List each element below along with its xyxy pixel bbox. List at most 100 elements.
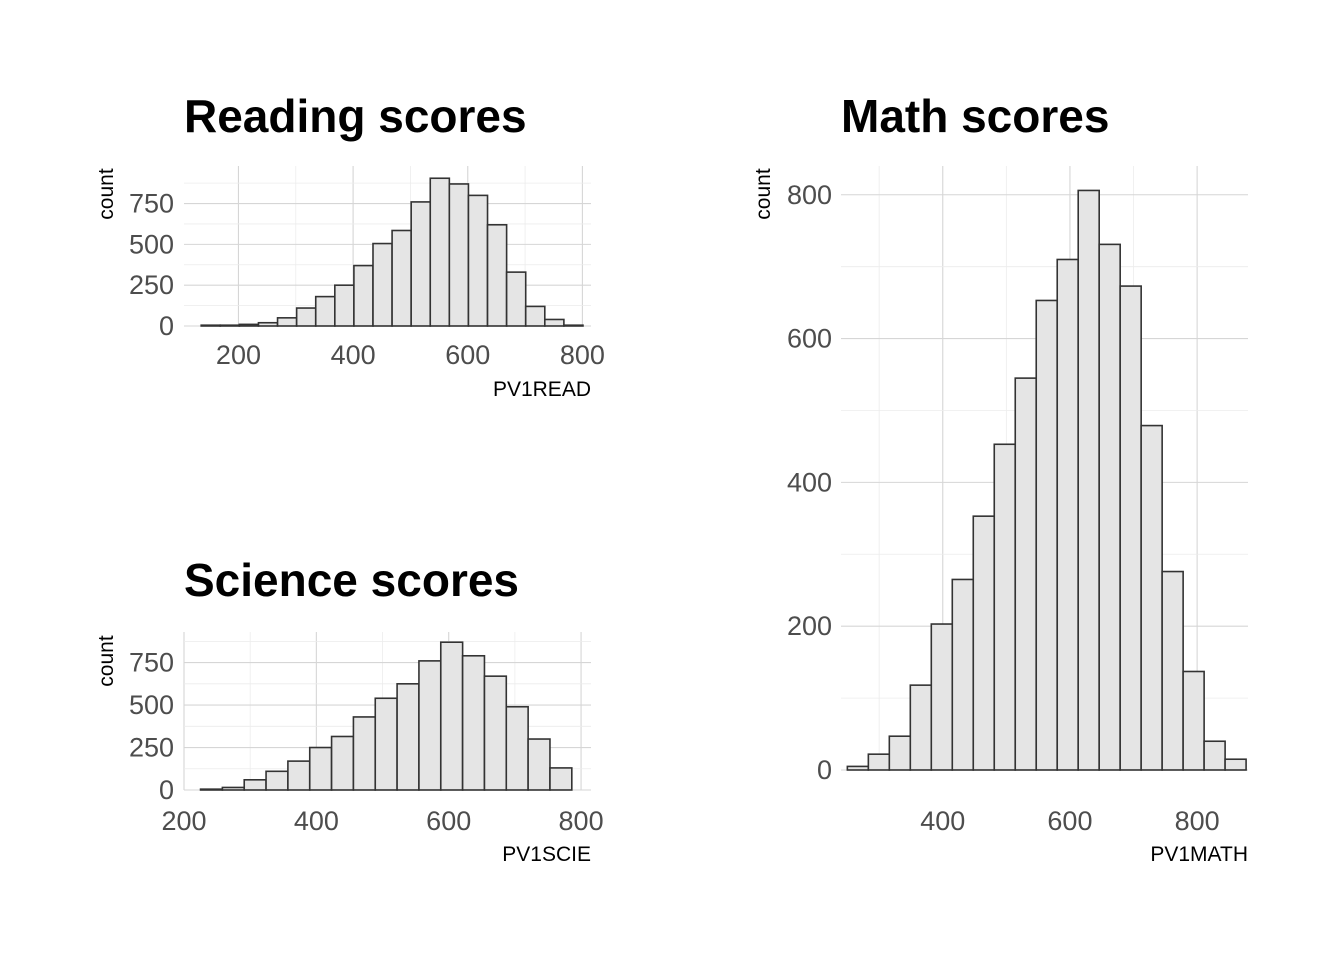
histogram-bar [200, 324, 222, 327]
y-tick-label: 400 [787, 467, 832, 497]
y-tick-label: 750 [129, 648, 174, 678]
y-tick-label: 0 [817, 755, 832, 785]
histogram-bar [439, 641, 464, 791]
histogram-bar [334, 284, 355, 327]
y-tick-label: 250 [129, 733, 174, 763]
y-tick-label: 800 [787, 180, 832, 210]
histogram-bar [257, 321, 279, 327]
histogram-bar [909, 684, 933, 771]
y-tick-label: 250 [129, 270, 174, 300]
histogram-bar [238, 323, 260, 327]
y-tick-label: 0 [159, 775, 174, 805]
histogram-bar [1119, 285, 1142, 771]
reading-panel: Reading scores 200 400 600 800 0 250 500 750 P… [95, 90, 605, 401]
histogram-bar [276, 317, 298, 327]
x-tick-label: 200 [216, 340, 261, 370]
y-tick-label: 500 [129, 229, 174, 259]
histogram-bar [951, 578, 975, 771]
x-tick-label: 600 [445, 340, 490, 370]
x-tick-label: 400 [920, 806, 965, 836]
histogram-bar [549, 767, 573, 791]
histogram-bar [461, 654, 486, 791]
histogram-bar [391, 229, 412, 327]
histogram-bar [483, 675, 508, 791]
histogram-bar [486, 223, 508, 327]
histogram-bar [1014, 377, 1038, 771]
histogram-bar [1140, 424, 1163, 771]
reading-x-ticks: 200 400 600 800 [216, 340, 605, 370]
histogram-bar [846, 765, 870, 771]
science-title: Science scores [184, 554, 519, 606]
science-y-axis-label: count [95, 635, 118, 687]
x-tick-label: 800 [559, 806, 604, 836]
math-y-axis-label: count [752, 168, 775, 220]
math-x-ticks: 400 600 800 [920, 806, 1219, 836]
x-tick-label: 200 [161, 806, 206, 836]
histogram-bar [410, 201, 432, 327]
histogram-bar [543, 318, 565, 327]
histogram-bar [505, 705, 529, 791]
science-x-axis-label: PV1SCIE [502, 843, 591, 866]
x-tick-label: 600 [426, 806, 471, 836]
histogram-bar [374, 697, 398, 791]
histogram-bar [199, 788, 224, 791]
histogram-bar [1224, 758, 1247, 771]
histogram-bar [418, 660, 442, 791]
histogram-bar [930, 623, 954, 771]
y-tick-label: 750 [129, 189, 174, 219]
histogram-bar [1161, 570, 1184, 771]
histogram-bar [295, 307, 317, 327]
histogram-bar [1182, 670, 1205, 771]
reading-y-ticks: 0 250 500 750 [129, 189, 174, 341]
histogram-bar [1098, 243, 1121, 771]
histogram-bar [372, 242, 393, 327]
reading-title: Reading scores [184, 90, 527, 142]
science-panel: Science scores 200 400 600 800 0 250 500 750 P… [95, 554, 604, 866]
histogram-bar [314, 295, 336, 327]
x-tick-label: 800 [1175, 806, 1220, 836]
histogram-bar [527, 738, 551, 791]
histogram-bar [219, 324, 241, 327]
histogram-bar [353, 264, 374, 327]
math-bars [846, 189, 1247, 771]
histogram-bar [396, 683, 420, 791]
x-tick-label: 400 [331, 340, 376, 370]
y-tick-label: 0 [159, 311, 174, 341]
histogram-bar [308, 746, 333, 791]
math-panel: Math scores 400 600 800 0 200 400 600 800 PV1M… [752, 90, 1248, 866]
y-tick-label: 600 [787, 324, 832, 354]
reading-y-axis-label: count [95, 168, 118, 220]
histogram-bar [330, 735, 355, 791]
reading-x-axis-label: PV1READ [493, 378, 591, 401]
histogram-bar [448, 183, 470, 327]
reading-bars [200, 177, 584, 327]
histogram-bar [265, 770, 289, 791]
x-tick-label: 600 [1047, 806, 1092, 836]
histogram-bar [1077, 189, 1100, 771]
histogram-bar [467, 194, 489, 327]
histogram-bar [563, 324, 584, 327]
histogram-bar [505, 271, 527, 327]
math-x-axis-label: PV1MATH [1150, 843, 1248, 866]
x-tick-label: 400 [294, 806, 339, 836]
y-tick-label: 200 [787, 611, 832, 641]
histogram-bar [1203, 740, 1226, 771]
histogram-bar [888, 735, 912, 771]
histogram-bar [1056, 258, 1080, 771]
histogram-bar [243, 779, 267, 791]
y-tick-label: 500 [129, 690, 174, 720]
histogram-bar [1035, 299, 1059, 771]
histogram-bar [221, 786, 246, 791]
histogram-bar [352, 716, 377, 791]
science-x-ticks: 200 400 600 800 [161, 806, 603, 836]
math-y-ticks: 0 200 400 600 800 [787, 180, 832, 785]
histogram-bar [287, 760, 311, 791]
histogram-bar [524, 305, 546, 327]
histogram-bar [429, 177, 451, 327]
histogram-bar [993, 443, 1017, 771]
histogram-bar [972, 515, 996, 771]
science-bars [199, 641, 573, 791]
histogram-bar [867, 753, 891, 771]
math-title: Math scores [841, 90, 1109, 142]
